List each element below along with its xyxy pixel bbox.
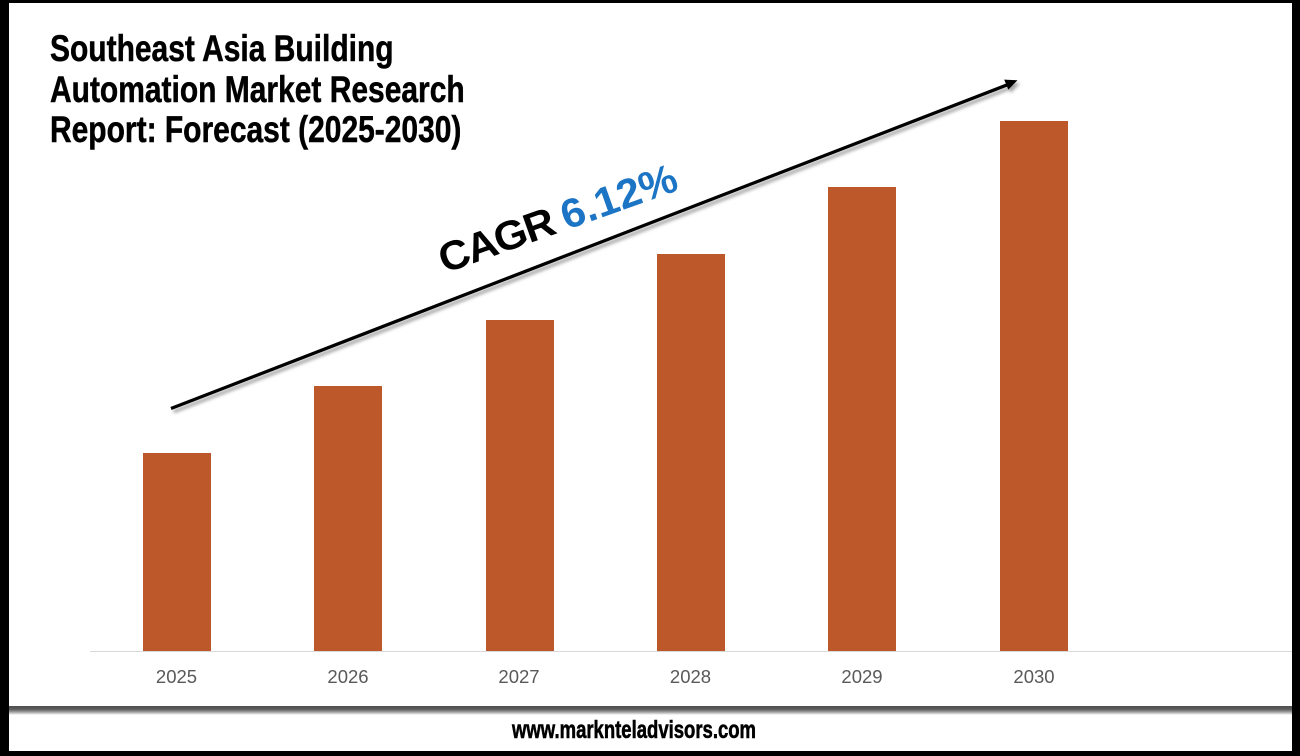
svg-text:CAGR 6.12%: CAGR 6.12% [432,154,683,281]
